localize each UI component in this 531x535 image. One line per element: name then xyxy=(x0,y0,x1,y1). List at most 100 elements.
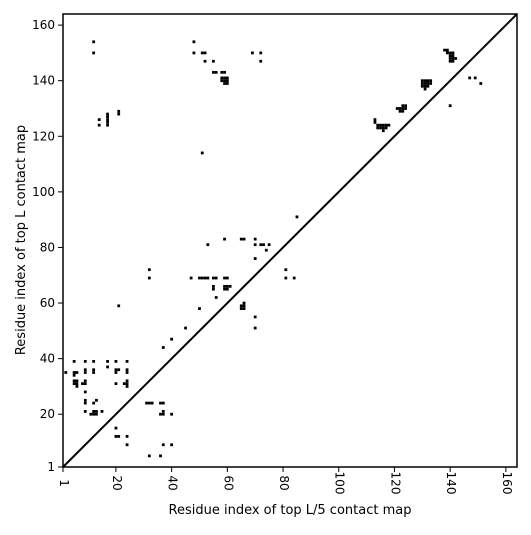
contact-point xyxy=(259,59,263,63)
contact-point xyxy=(448,104,452,108)
contact-point xyxy=(114,382,118,386)
contact-point xyxy=(106,123,109,127)
contact-point xyxy=(92,401,96,405)
contact-point xyxy=(150,401,154,405)
y-tick-label: 20 xyxy=(40,407,55,421)
contact-point xyxy=(72,379,76,383)
contact-point xyxy=(451,59,455,63)
contact-point xyxy=(223,276,226,280)
contact-point xyxy=(253,243,257,247)
contact-point xyxy=(125,379,129,383)
contact-point xyxy=(448,51,452,55)
contact-point xyxy=(203,59,207,63)
contact-point xyxy=(147,276,151,280)
contact-point xyxy=(100,410,104,413)
x-tick-label: 40 xyxy=(166,475,180,490)
contact-point xyxy=(117,109,121,113)
contact-point xyxy=(223,79,226,83)
contact-point xyxy=(170,443,174,447)
contact-point xyxy=(122,382,126,386)
contact-point xyxy=(423,84,427,88)
contact-point xyxy=(445,48,449,52)
contact-point xyxy=(147,454,151,458)
contact-point xyxy=(159,401,162,405)
contact-point xyxy=(384,126,388,130)
contact-point xyxy=(225,276,229,280)
contact-points xyxy=(64,40,483,458)
contact-point xyxy=(192,40,196,44)
contact-point xyxy=(292,276,296,280)
contact-point xyxy=(75,371,79,374)
contact-point xyxy=(170,412,174,416)
contact-point xyxy=(64,371,68,374)
contact-point xyxy=(404,107,407,110)
contact-point xyxy=(106,365,109,369)
y-tick-label: 40 xyxy=(40,352,55,366)
contact-point xyxy=(448,59,452,63)
contact-point xyxy=(451,54,455,58)
contact-point xyxy=(373,118,377,121)
contact-point xyxy=(75,382,79,386)
contact-point xyxy=(239,237,243,241)
contact-point xyxy=(145,401,148,405)
contact-point xyxy=(376,123,380,127)
y-tick-label: 120 xyxy=(32,129,55,143)
contact-point xyxy=(262,243,265,247)
contact-point xyxy=(223,70,226,74)
contact-point xyxy=(429,82,433,85)
plot-frame xyxy=(62,13,518,468)
contact-point xyxy=(395,107,399,110)
contact-point xyxy=(83,371,87,374)
contact-point xyxy=(251,51,254,55)
contact-point xyxy=(259,51,263,55)
contact-point xyxy=(468,76,472,80)
contact-point xyxy=(253,326,257,330)
contact-point xyxy=(161,412,165,416)
contact-point xyxy=(114,426,118,430)
contact-point xyxy=(92,410,96,413)
contact-point xyxy=(125,385,129,388)
contact-point xyxy=(401,104,405,108)
y-tick-label: 160 xyxy=(32,18,55,32)
contact-point xyxy=(228,284,232,288)
contact-point xyxy=(125,371,129,374)
contact-point xyxy=(376,126,380,130)
contact-point xyxy=(198,307,201,310)
contact-point xyxy=(83,382,87,386)
contact-point xyxy=(83,398,87,402)
contact-point xyxy=(220,79,224,83)
contact-point xyxy=(72,373,76,377)
contact-point xyxy=(239,304,243,308)
contact-point xyxy=(381,129,385,133)
contact-point xyxy=(426,84,430,88)
contact-point xyxy=(95,410,98,413)
contact-point xyxy=(423,82,427,85)
contact-point xyxy=(92,371,96,374)
y-tick-label: 1 xyxy=(47,460,55,474)
contact-point xyxy=(189,276,193,280)
contact-point xyxy=(83,401,87,405)
contact-point xyxy=(284,276,288,280)
contact-point xyxy=(223,76,226,80)
contact-point xyxy=(381,123,385,127)
contact-point xyxy=(200,151,204,155)
contact-point xyxy=(398,109,402,113)
contact-point xyxy=(81,382,84,386)
contact-point xyxy=(225,287,229,291)
contact-point xyxy=(161,346,165,349)
contact-point xyxy=(404,104,407,108)
y-tick-label: 60 xyxy=(40,296,55,310)
contact-point xyxy=(198,276,201,280)
contact-point xyxy=(192,51,196,55)
contact-point xyxy=(89,412,93,416)
contact-point xyxy=(214,70,218,74)
contact-point xyxy=(72,382,76,386)
contact-point xyxy=(147,401,151,405)
contact-point xyxy=(295,215,299,219)
contact-point xyxy=(423,87,427,91)
contact-point xyxy=(223,287,226,291)
contact-point xyxy=(147,268,151,272)
contact-point xyxy=(253,315,257,319)
contact-point xyxy=(72,360,76,363)
